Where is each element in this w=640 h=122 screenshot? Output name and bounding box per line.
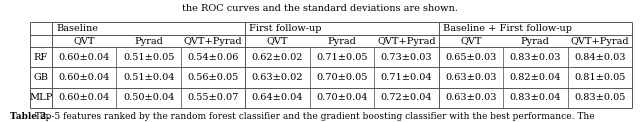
Text: Top-5 features ranked by the random forest classifier and the gradient boosting : Top-5 features ranked by the random fore… — [32, 112, 595, 121]
Text: 0.60±0.04: 0.60±0.04 — [58, 53, 110, 62]
Text: Baseline: Baseline — [56, 24, 98, 33]
Text: 0.83±0.05: 0.83±0.05 — [574, 93, 625, 102]
Text: the ROC curves and the standard deviations are shown.: the ROC curves and the standard deviatio… — [182, 4, 458, 13]
Text: 0.71±0.04: 0.71±0.04 — [381, 73, 432, 82]
Text: 0.83±0.04: 0.83±0.04 — [509, 93, 561, 102]
Text: 0.70±0.04: 0.70±0.04 — [316, 93, 368, 102]
Text: 0.71±0.05: 0.71±0.05 — [316, 53, 368, 62]
Text: QVT+Pyrad: QVT+Pyrad — [377, 36, 436, 46]
Text: 0.56±0.05: 0.56±0.05 — [188, 73, 239, 82]
Text: 0.81±0.05: 0.81±0.05 — [574, 73, 625, 82]
Text: QVT+Pyrad: QVT+Pyrad — [570, 36, 629, 46]
Text: 0.63±0.02: 0.63±0.02 — [252, 73, 303, 82]
Text: MLP: MLP — [29, 93, 52, 102]
Text: Pyrad: Pyrad — [134, 36, 163, 46]
Text: QVT+Pyrad: QVT+Pyrad — [184, 36, 243, 46]
Text: 0.63±0.03: 0.63±0.03 — [445, 73, 497, 82]
Text: 0.54±0.06: 0.54±0.06 — [188, 53, 239, 62]
Text: 0.83±0.03: 0.83±0.03 — [509, 53, 561, 62]
Text: 0.51±0.05: 0.51±0.05 — [123, 53, 174, 62]
Text: First follow-up: First follow-up — [250, 24, 322, 33]
Text: 0.84±0.03: 0.84±0.03 — [574, 53, 625, 62]
Text: 0.60±0.04: 0.60±0.04 — [58, 93, 110, 102]
Text: GB: GB — [33, 73, 49, 82]
Text: QVT: QVT — [460, 36, 482, 46]
Text: 0.51±0.04: 0.51±0.04 — [123, 73, 175, 82]
Text: 0.82±0.04: 0.82±0.04 — [509, 73, 561, 82]
Text: 0.70±0.05: 0.70±0.05 — [316, 73, 368, 82]
Text: 0.63±0.03: 0.63±0.03 — [445, 93, 497, 102]
Text: Pyrad: Pyrad — [328, 36, 356, 46]
Text: 0.62±0.02: 0.62±0.02 — [252, 53, 303, 62]
Text: 0.72±0.04: 0.72±0.04 — [381, 93, 432, 102]
Text: QVT: QVT — [267, 36, 288, 46]
Text: 0.55±0.07: 0.55±0.07 — [188, 93, 239, 102]
Text: 0.50±0.04: 0.50±0.04 — [123, 93, 174, 102]
Text: Baseline + First follow-up: Baseline + First follow-up — [443, 24, 572, 33]
Text: 0.65±0.03: 0.65±0.03 — [445, 53, 497, 62]
Text: 0.73±0.03: 0.73±0.03 — [381, 53, 432, 62]
Text: Table 2.: Table 2. — [10, 112, 50, 121]
Text: QVT: QVT — [74, 36, 95, 46]
Text: Pyrad: Pyrad — [521, 36, 550, 46]
Text: 0.60±0.04: 0.60±0.04 — [58, 73, 110, 82]
Text: RF: RF — [34, 53, 48, 62]
Text: 0.64±0.04: 0.64±0.04 — [252, 93, 303, 102]
